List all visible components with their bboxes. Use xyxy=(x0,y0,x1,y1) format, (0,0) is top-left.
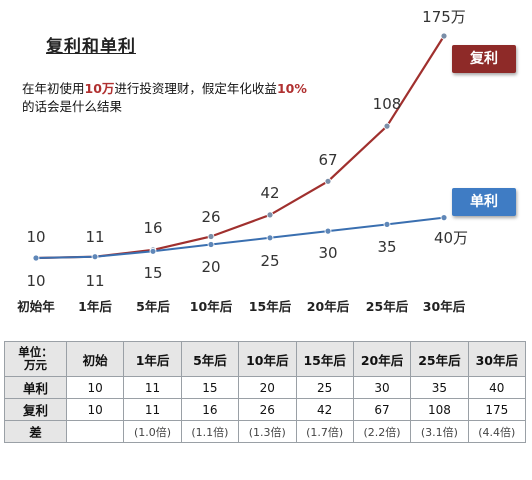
compound-point xyxy=(440,32,448,40)
note-rate: 10% xyxy=(276,81,307,96)
compound-value-label: 10 xyxy=(26,228,45,246)
table-cell: 11 xyxy=(123,376,182,399)
table-header-row: 单位： 万元 初始 1年后 5年后 10年后 15年后 20年后 25年后 30… xyxy=(4,341,527,377)
note-text-1: 在年初使用 xyxy=(22,81,85,96)
table-header: 25年后 xyxy=(410,341,469,377)
table-header: 30年后 xyxy=(467,341,527,377)
chart-title: 复利和单利 xyxy=(46,37,136,57)
table-cell: 10 xyxy=(65,376,125,399)
table-cell: (2.2倍) xyxy=(352,420,412,443)
table-cell: 15 xyxy=(180,376,240,399)
table-cell: (4.4倍) xyxy=(467,420,527,443)
table-header: 10年后 xyxy=(238,341,297,377)
table-row-label: 差 xyxy=(4,420,67,443)
scenario-note: 在年初使用10万进行投资理财，假定年化收益10% 的话会是什么结果 xyxy=(22,80,382,116)
simple-point xyxy=(324,227,332,235)
table-unit-label: 单位： xyxy=(18,345,53,359)
table-header: 5年后 xyxy=(180,341,240,377)
table-row-simple: 单利 10 11 15 20 25 30 35 40 xyxy=(4,376,527,399)
table-header: 1年后 xyxy=(123,341,182,377)
table-cell: 42 xyxy=(295,398,354,421)
table-cell xyxy=(65,420,125,443)
table-cell: (1.0倍) xyxy=(123,420,182,443)
compound-value-label: 11 xyxy=(85,228,104,246)
x-tick-label: 20年后 xyxy=(307,299,350,314)
table-row-compound: 复利 10 11 16 26 42 67 108 175 xyxy=(4,398,527,421)
simple-value-label: 30 xyxy=(318,244,337,262)
table-cell: (3.1倍) xyxy=(410,420,469,443)
compound-value-label: 26 xyxy=(201,208,220,226)
simple-value-label: 35 xyxy=(377,238,396,256)
simple-value-label: 15 xyxy=(143,264,162,282)
simple-value-label: 11 xyxy=(85,272,104,290)
table-cell: 30 xyxy=(352,376,412,399)
note-text-2: 进行投资理财，假定年化收益 xyxy=(114,81,277,96)
simple-value-label: 40万 xyxy=(434,229,468,247)
compound-value-label: 67 xyxy=(318,151,337,169)
table-cell: 67 xyxy=(352,398,412,421)
table-cell: 10 xyxy=(65,398,125,421)
simple-series-line xyxy=(35,216,445,259)
x-tick-label: 15年后 xyxy=(249,299,292,314)
compound-value-label: 175万 xyxy=(422,8,466,26)
simple-point xyxy=(149,247,157,255)
simple-point xyxy=(383,220,391,228)
table-cell: 40 xyxy=(467,376,527,399)
table-cell: 175 xyxy=(467,398,527,421)
table-unit-value: 万元 xyxy=(24,358,47,372)
table-cell: 11 xyxy=(123,398,182,421)
compound-point xyxy=(324,177,332,185)
simple-point xyxy=(32,254,40,262)
table-cell: 25 xyxy=(295,376,354,399)
table-cell: (1.7倍) xyxy=(295,420,354,443)
simple-value-label: 25 xyxy=(260,252,279,270)
compound-value-label: 42 xyxy=(260,184,279,202)
compound-point xyxy=(383,122,391,130)
table-row-difference: 差 (1.0倍) (1.1倍) (1.3倍) (1.7倍) (2.2倍) (3.… xyxy=(4,420,527,443)
table-header: 初始 xyxy=(65,341,125,377)
x-tick-label: 初始年 xyxy=(17,299,55,314)
x-tick-label: 10年后 xyxy=(190,299,233,314)
table-cell: 35 xyxy=(410,376,469,399)
table-cell: 16 xyxy=(180,398,240,421)
compound-value-label: 16 xyxy=(143,219,162,237)
compound-point xyxy=(207,233,215,240)
table-cell: 26 xyxy=(238,398,297,421)
simple-value-label: 10 xyxy=(26,272,45,290)
x-tick-label: 25年后 xyxy=(366,299,409,314)
table-header: 20年后 xyxy=(352,341,412,377)
x-tick-label: 1年后 xyxy=(78,299,112,314)
simple-point xyxy=(440,214,448,222)
table-cell: (1.3倍) xyxy=(238,420,297,443)
compound-point xyxy=(266,211,274,219)
table-cell: (1.1倍) xyxy=(180,420,240,443)
note-text-3: 的话会是什么结果 xyxy=(22,99,123,114)
simple-point xyxy=(266,234,274,242)
simple-value-label: 20 xyxy=(201,258,220,276)
table-cell: 20 xyxy=(238,376,297,399)
compound-value-label: 108 xyxy=(373,95,402,113)
table-header: 15年后 xyxy=(295,341,354,377)
table-cell: 108 xyxy=(410,398,469,421)
data-table: 单位： 万元 初始 1年后 5年后 10年后 15年后 20年后 25年后 30… xyxy=(4,341,527,443)
note-amount: 10万 xyxy=(84,81,115,96)
table-row-label: 复利 xyxy=(4,398,67,421)
table-corner: 单位： 万元 xyxy=(4,341,67,377)
simple-point xyxy=(91,253,99,261)
x-tick-label: 30年后 xyxy=(423,299,466,314)
table-row-label: 单利 xyxy=(4,376,67,399)
simple-point xyxy=(207,241,215,248)
legend-simple-badge: 单利 xyxy=(452,188,516,216)
x-tick-label: 5年后 xyxy=(136,299,170,314)
legend-compound-badge: 复利 xyxy=(452,45,516,73)
